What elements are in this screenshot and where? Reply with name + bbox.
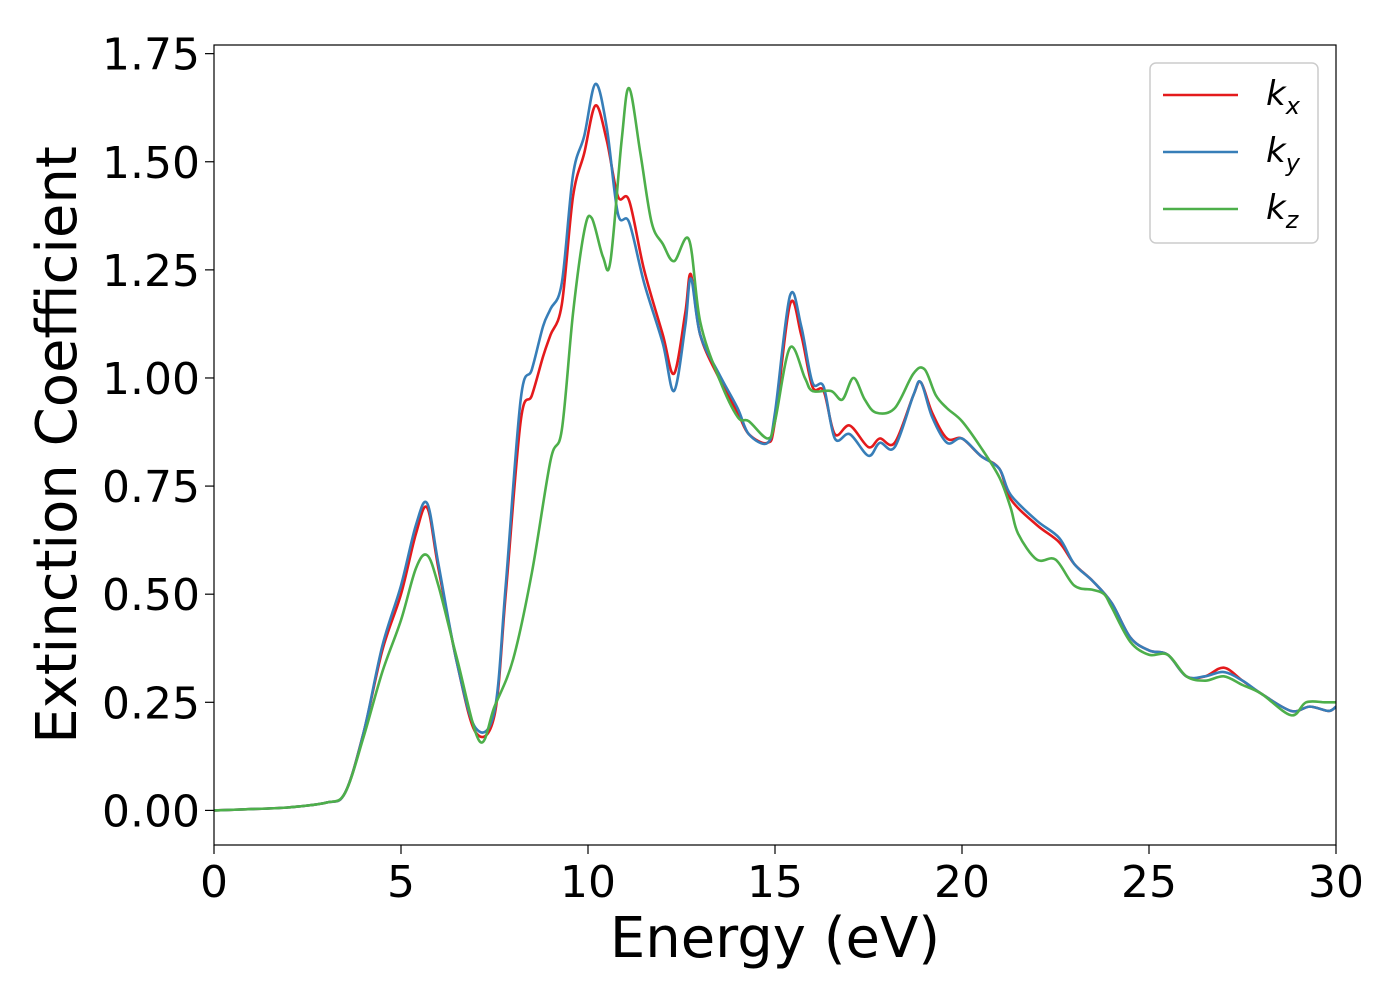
legend-label-subscript: y [1285,149,1301,177]
y-tick-label: 1.50 [102,138,200,189]
x-tick-label: 10 [560,857,616,908]
legend-label-base: k [1266,131,1287,171]
legend-label-base: k [1266,188,1287,228]
y-tick-label: 0.25 [102,678,200,729]
y-tick-label: 1.25 [102,246,200,297]
legend-label-subscript: x [1285,92,1301,120]
x-axis-ticks: 0 5 10 15 20 25 30 [200,845,1364,908]
y-tick-label: 1.00 [102,354,200,405]
legend-label-y: ky [1266,131,1301,177]
series-line-z [214,86,1336,812]
series-layer [214,82,1336,812]
y-axis-label: Extinction Coefficient [25,146,90,744]
legend-label-base: k [1266,74,1287,114]
legend-label-z: kz [1266,188,1300,234]
x-tick-label: 5 [387,857,415,908]
y-tick-label: 0.75 [102,462,200,513]
plot-area [214,45,1336,845]
x-tick-label: 30 [1308,857,1364,908]
x-tick-label: 0 [200,857,228,908]
y-tick-label: 1.75 [102,30,200,81]
y-tick-label: 0.00 [102,786,200,837]
y-axis-ticks: 0.00 0.25 0.50 0.75 1.00 1.25 1.50 1.75 [102,30,214,837]
legend-label-subscript: z [1285,206,1300,234]
x-axis-label: Energy (eV) [610,906,940,971]
x-tick-label: 25 [1121,857,1177,908]
legend-label-x: kx [1266,74,1301,120]
x-tick-label: 20 [934,857,990,908]
y-tick-label: 0.50 [102,570,200,621]
x-tick-label: 15 [747,857,803,908]
